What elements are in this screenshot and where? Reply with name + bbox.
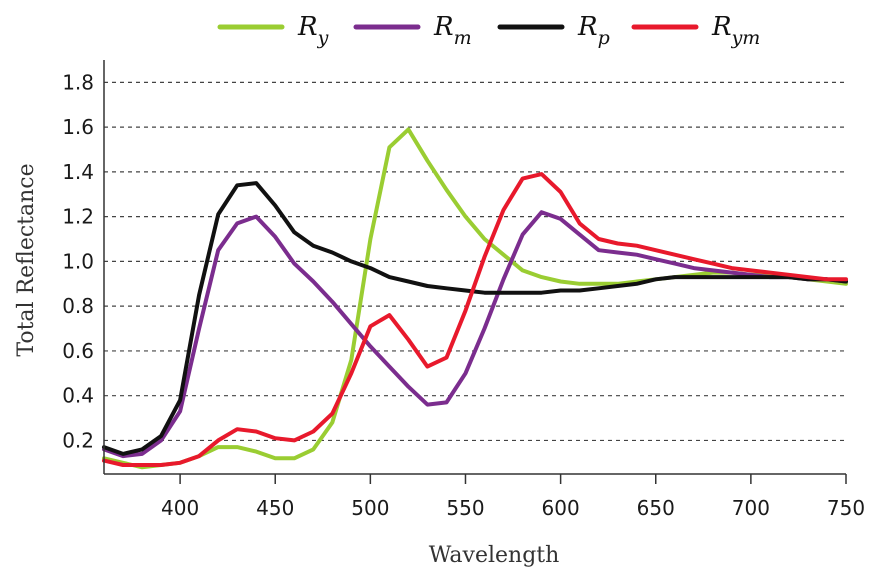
x-axis-label: Wavelength bbox=[429, 543, 560, 568]
x-tick-label: 450 bbox=[256, 496, 294, 520]
x-tick-label: 700 bbox=[732, 496, 770, 520]
y-tick-label: 0.4 bbox=[62, 384, 94, 408]
y-tick-label: 0.2 bbox=[62, 428, 94, 452]
y-tick-label: 1.8 bbox=[62, 70, 94, 94]
legend-label-sub: p bbox=[598, 27, 610, 49]
legend: Ry Rm Rp Rym bbox=[217, 12, 760, 49]
y-tick-label: 0.6 bbox=[62, 339, 94, 363]
y-tick-label: 0.8 bbox=[62, 294, 94, 318]
legend-label-ry: Ry bbox=[297, 12, 329, 49]
series-line-ry bbox=[102, 127, 848, 470]
y-tick-label: 1.0 bbox=[62, 249, 94, 273]
y-tick-label: 1.2 bbox=[62, 205, 94, 229]
x-tick-label: 600 bbox=[542, 496, 580, 520]
x-tick-label: 650 bbox=[637, 496, 675, 520]
x-tick-label: 500 bbox=[351, 496, 389, 520]
series-lines bbox=[102, 127, 848, 470]
y-tick-label: 1.4 bbox=[62, 160, 94, 184]
legend-label-sub: y bbox=[317, 27, 329, 49]
y-axis-label: Total Reflectance bbox=[14, 163, 39, 356]
x-tick-label: 400 bbox=[161, 496, 199, 520]
series-line-rp bbox=[102, 181, 848, 456]
legend-label-rm: Rm bbox=[433, 12, 472, 49]
x-tick-label: 550 bbox=[446, 496, 484, 520]
series-line-rm bbox=[102, 210, 848, 459]
x-tick-label: 750 bbox=[827, 496, 865, 520]
grid-lines bbox=[104, 81, 846, 442]
y-tick-labels: 0.2 0.4 0.6 0.8 1.0 1.2 1.4 1.6 1.8 bbox=[62, 70, 94, 452]
legend-label-rym: Rym bbox=[711, 12, 760, 49]
axes bbox=[103, 60, 847, 484]
legend-label-main: R bbox=[711, 12, 732, 42]
legend-label-sub: m bbox=[454, 27, 472, 49]
series-line-rym bbox=[102, 172, 848, 467]
x-tick-labels: 400 450 500 550 600 650 700 750 bbox=[161, 496, 865, 520]
legend-label-main: R bbox=[297, 12, 318, 42]
legend-label-rp: Rp bbox=[577, 12, 610, 49]
legend-label-main: R bbox=[577, 12, 598, 42]
legend-label-main: R bbox=[433, 12, 454, 42]
y-tick-label: 1.6 bbox=[62, 115, 94, 139]
legend-label-sub: ym bbox=[731, 27, 761, 49]
